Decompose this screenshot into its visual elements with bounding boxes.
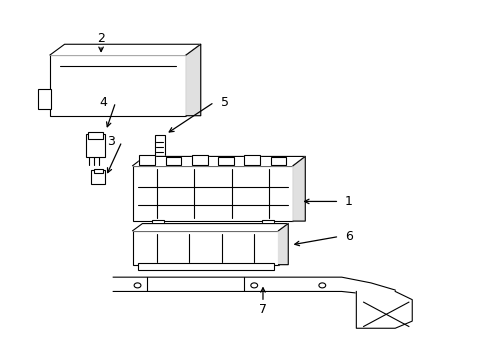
Polygon shape <box>192 156 207 165</box>
Polygon shape <box>278 224 287 265</box>
Bar <box>165 157 181 165</box>
Bar <box>94 168 102 173</box>
Bar <box>244 155 260 165</box>
Polygon shape <box>244 156 260 165</box>
Text: 5: 5 <box>221 96 228 109</box>
Text: 7: 7 <box>259 303 266 316</box>
Text: 3: 3 <box>107 135 115 148</box>
Bar <box>270 157 286 165</box>
Polygon shape <box>270 158 286 165</box>
Text: 1: 1 <box>345 195 352 208</box>
Bar <box>192 155 207 165</box>
Bar <box>132 231 278 265</box>
Polygon shape <box>218 158 233 165</box>
Bar <box>152 220 164 229</box>
Bar <box>137 263 273 270</box>
Bar <box>139 155 155 165</box>
Polygon shape <box>113 277 394 297</box>
Polygon shape <box>356 292 411 328</box>
Bar <box>218 157 233 165</box>
Text: 4: 4 <box>100 96 107 109</box>
Bar <box>88 132 103 139</box>
Polygon shape <box>50 44 201 55</box>
Polygon shape <box>132 224 287 231</box>
Polygon shape <box>139 156 155 165</box>
Bar <box>38 89 51 109</box>
Polygon shape <box>186 44 201 116</box>
Bar <box>261 220 273 229</box>
Bar <box>50 55 186 116</box>
Polygon shape <box>165 158 181 165</box>
Text: 2: 2 <box>97 32 105 45</box>
Bar <box>91 170 105 184</box>
Bar <box>132 166 292 221</box>
Bar <box>154 135 165 156</box>
Polygon shape <box>132 157 305 166</box>
Polygon shape <box>292 157 305 221</box>
Bar <box>86 134 105 157</box>
Text: 6: 6 <box>345 230 352 243</box>
